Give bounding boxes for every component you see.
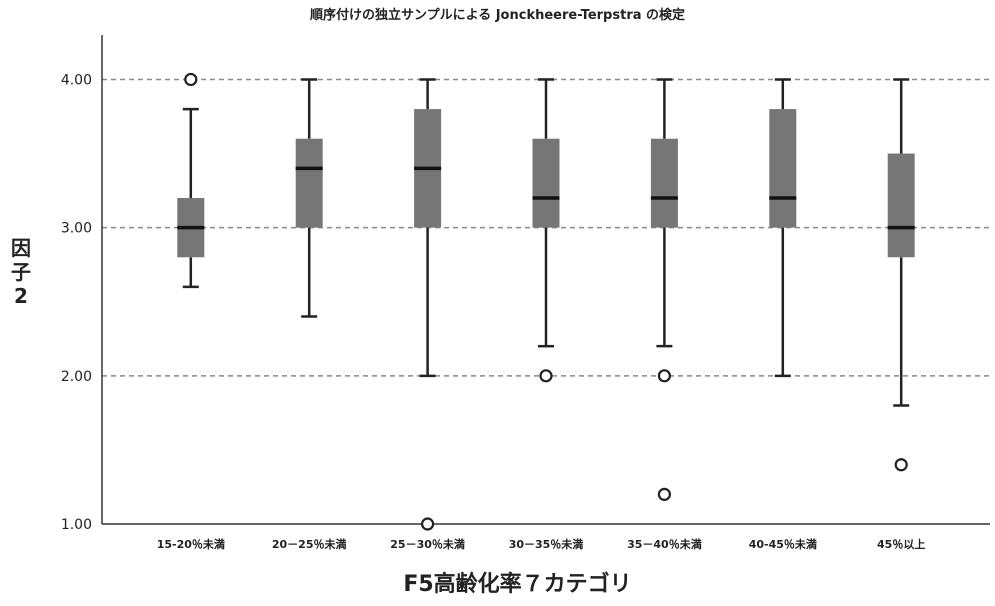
outlier-point [657, 369, 672, 383]
y-tick-label: 3.00 [61, 221, 92, 237]
outlier-point [894, 458, 908, 472]
outlier-point [539, 369, 553, 383]
x-tick-label: 45％以上 [877, 537, 925, 551]
y-tick-label: 1.00 [61, 517, 92, 533]
outlier-point [184, 72, 198, 87]
box [769, 109, 797, 228]
box [887, 153, 915, 258]
y-tick-label: 4.00 [61, 72, 92, 88]
y-tick-label: 2.00 [61, 369, 92, 385]
x-tick-label: 30－35％未満 [509, 537, 584, 551]
outlier-point [421, 517, 435, 531]
box [295, 138, 323, 228]
box [650, 138, 678, 228]
x-tick-label: 20－25％未満 [272, 537, 347, 551]
x-tick-label: 15-20％未満 [157, 537, 225, 551]
x-tick-label: 40-45％未満 [749, 537, 817, 551]
chart-title: 順序付けの独立サンプルによる Jonckheere-Terpstra の検定 [309, 8, 686, 23]
x-tick-label: 25－30％未満 [390, 537, 465, 551]
outlier-point [657, 487, 672, 501]
x-tick-label: 35－40％未満 [627, 537, 702, 551]
box [532, 138, 560, 228]
x-axis-label: F5高齢化率７カテゴリ [403, 572, 632, 597]
